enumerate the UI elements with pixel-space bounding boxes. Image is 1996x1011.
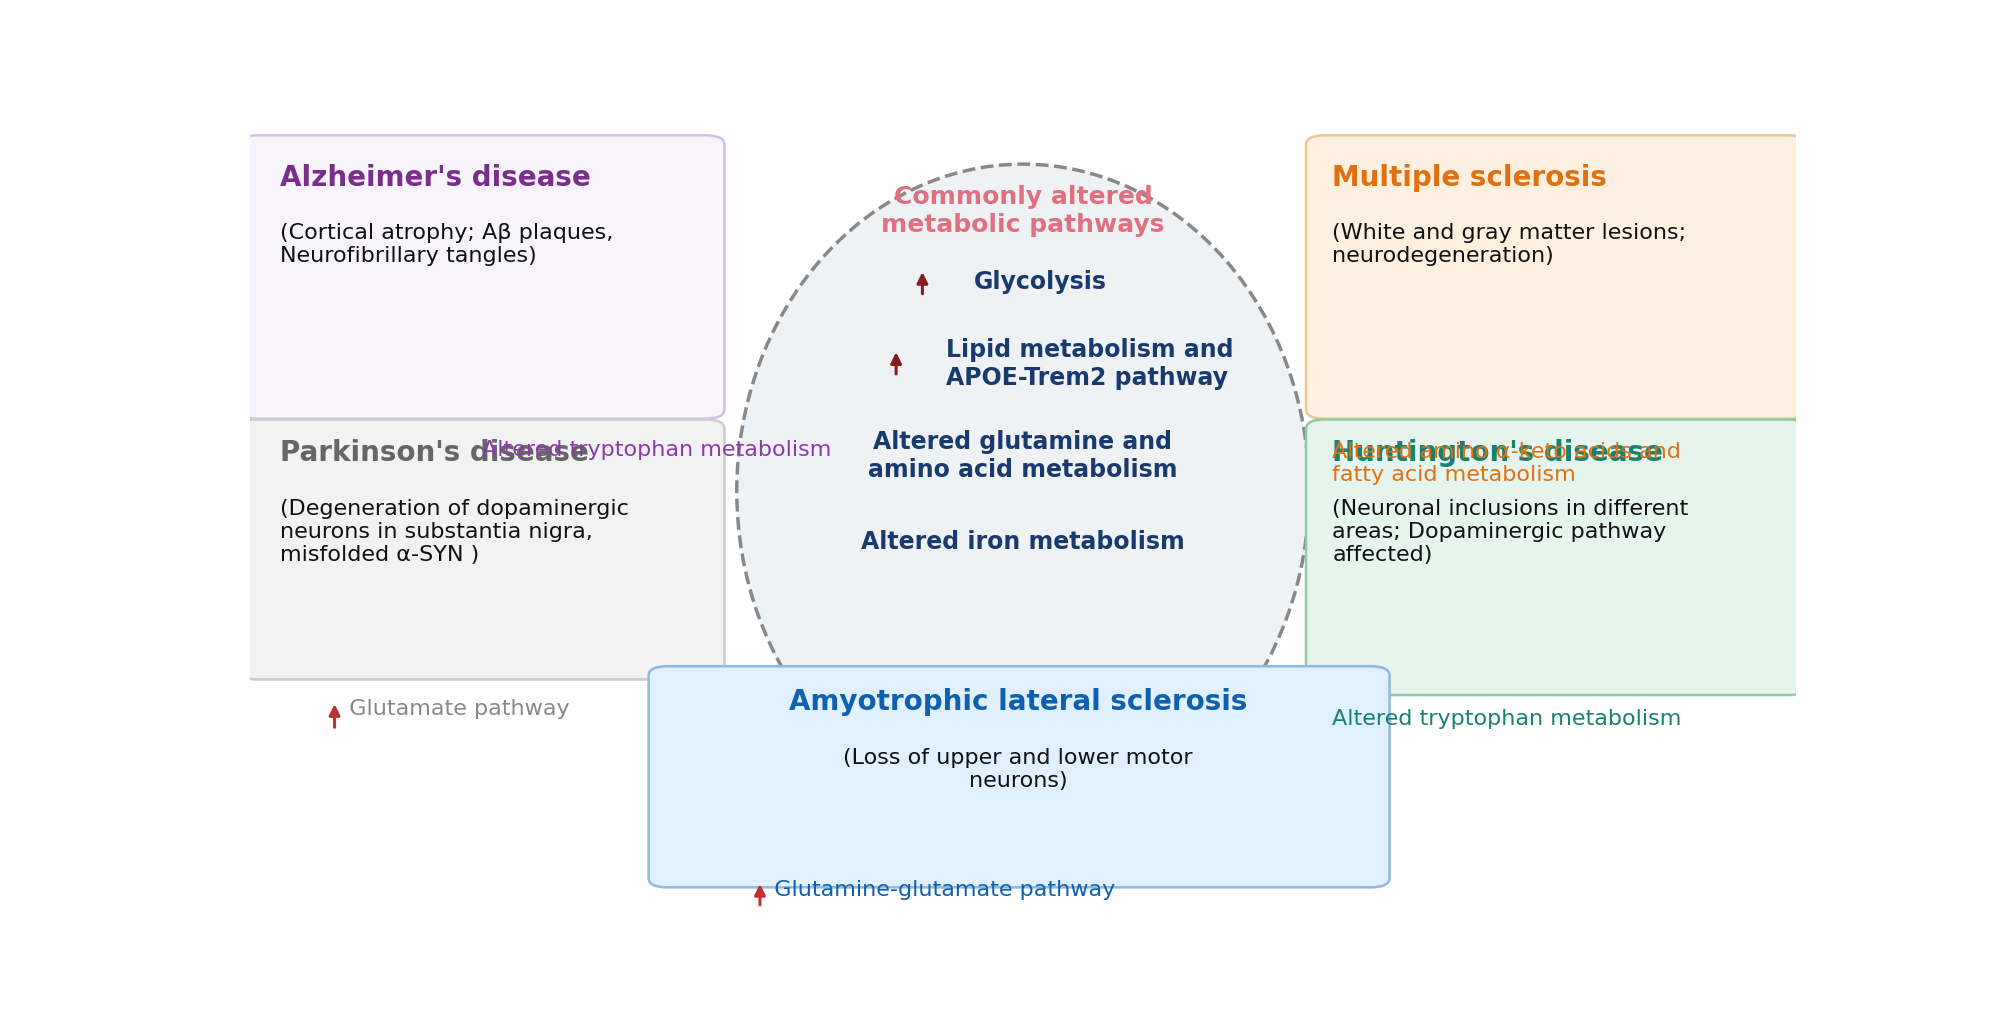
- Text: Glutamate pathway: Glutamate pathway: [335, 699, 569, 719]
- Text: Parkinson's disease: Parkinson's disease: [279, 439, 589, 467]
- Text: (Degeneration of dopaminergic
neurons in substantia nigra,
misfolded α-SYN ): (Degeneration of dopaminergic neurons in…: [279, 498, 629, 565]
- Text: Glutamine-glutamate pathway: Glutamine-glutamate pathway: [760, 880, 1116, 900]
- Ellipse shape: [737, 164, 1309, 818]
- Text: Amyotrophic lateral sclerosis: Amyotrophic lateral sclerosis: [788, 688, 1248, 716]
- Text: (Loss of upper and lower motor
neurons): (Loss of upper and lower motor neurons): [844, 748, 1194, 792]
- Text: Altered tryptophan metabolism: Altered tryptophan metabolism: [1331, 709, 1683, 729]
- Text: Altered iron metabolism: Altered iron metabolism: [860, 530, 1186, 554]
- Text: Glycolysis: Glycolysis: [974, 271, 1106, 294]
- Text: Altered tryptophan metabolism: Altered tryptophan metabolism: [481, 440, 830, 460]
- Text: (White and gray matter lesions;
neurodegeneration): (White and gray matter lesions; neurodeg…: [1331, 222, 1687, 266]
- FancyBboxPatch shape: [240, 420, 725, 679]
- Text: Huntington's disease: Huntington's disease: [1331, 439, 1663, 467]
- Text: Alzheimer's disease: Alzheimer's disease: [279, 164, 591, 192]
- FancyBboxPatch shape: [649, 666, 1389, 888]
- Text: Commonly altered
metabolic pathways: Commonly altered metabolic pathways: [882, 185, 1164, 237]
- Text: Lipid metabolism and
APOE-Trem2 pathway: Lipid metabolism and APOE-Trem2 pathway: [946, 339, 1234, 390]
- Text: (Neuronal inclusions in different
areas; Dopaminergic pathway
affected): (Neuronal inclusions in different areas;…: [1331, 498, 1689, 565]
- Text: Altered glutamine and
amino acid metabolism: Altered glutamine and amino acid metabol…: [868, 430, 1178, 482]
- FancyBboxPatch shape: [1305, 135, 1806, 419]
- Text: (Cortical atrophy; Aβ plaques,
Neurofibrillary tangles): (Cortical atrophy; Aβ plaques, Neurofibr…: [279, 222, 613, 266]
- Text: Altered amino α-keto acids and
fatty acid metabolism: Altered amino α-keto acids and fatty aci…: [1331, 442, 1681, 485]
- FancyBboxPatch shape: [1305, 420, 1806, 695]
- Text: Multiple sclerosis: Multiple sclerosis: [1331, 164, 1607, 192]
- FancyBboxPatch shape: [240, 135, 725, 419]
